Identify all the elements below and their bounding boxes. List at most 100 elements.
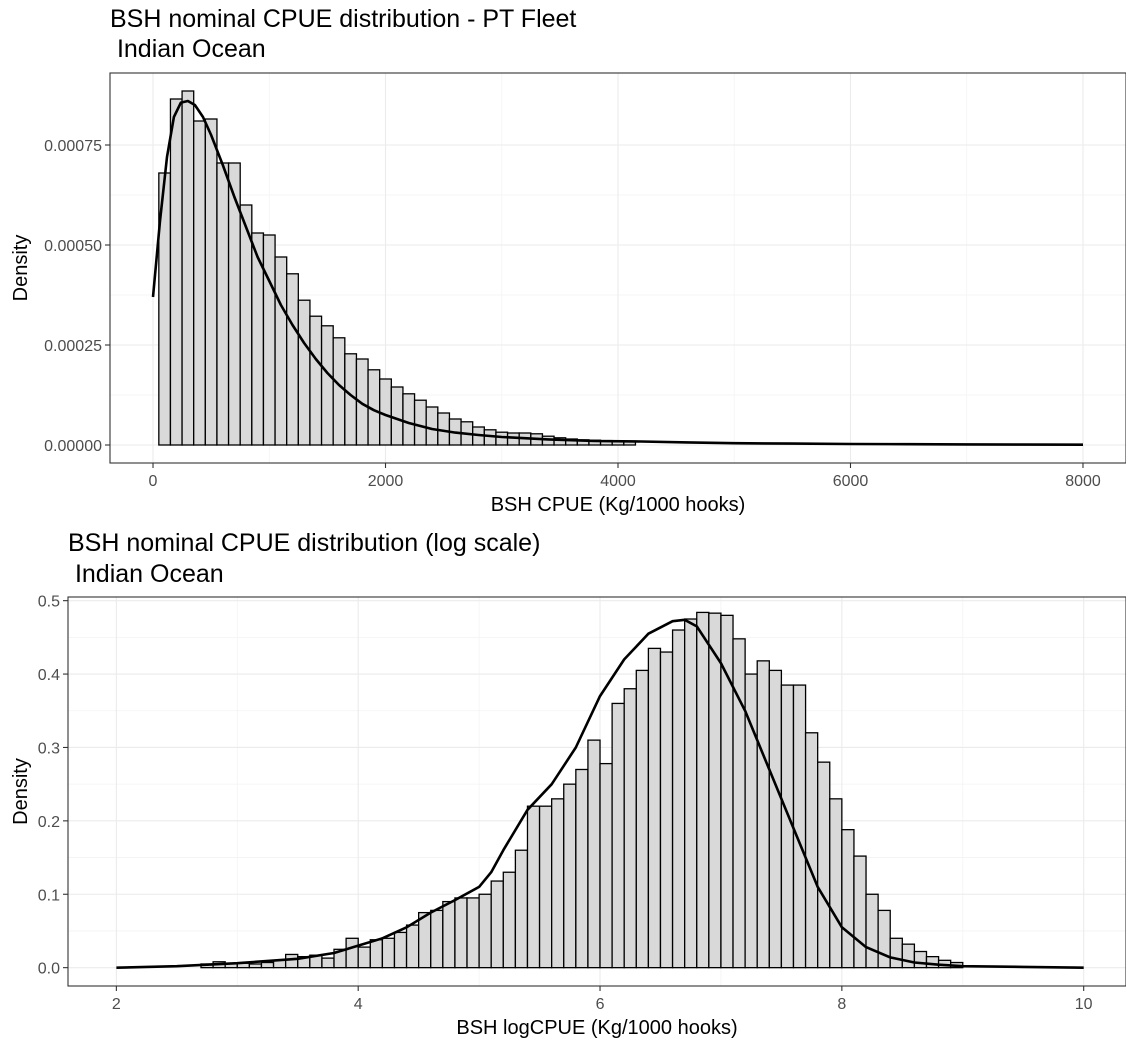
histogram-bar: [332, 337, 346, 446]
axis-ticks: 2 4 6 8 10 0.0 0.1 0.2 0.3 0.4 0.5: [38, 594, 1093, 1013]
histogram-bar: [575, 768, 589, 969]
chart-title: BSH nominal CPUE distribution (log scale…: [68, 529, 540, 557]
histogram-bar: [193, 120, 206, 446]
histogram-bar: [526, 805, 541, 969]
x-tick-label: 4000: [600, 473, 636, 490]
histogram-bar: [829, 798, 843, 969]
x-axis-title: BSH logCPUE (Kg/1000 hooks): [456, 1017, 737, 1039]
y-tick-label: 0.0: [38, 961, 60, 978]
x-tick-label: 6: [596, 996, 605, 1013]
histogram-bar: [204, 118, 218, 446]
histogram-bar: [635, 669, 650, 969]
histogram-bar: [405, 924, 420, 969]
histogram-bar: [768, 669, 783, 969]
histogram-bar: [841, 829, 855, 969]
histogram-bar: [514, 849, 529, 969]
histogram-bar: [551, 798, 565, 969]
histogram-bar: [587, 739, 601, 969]
panel-border: [67, 596, 1126, 987]
histogram-bar: [817, 761, 831, 969]
density-curve: [151, 99, 1084, 446]
histogram-bar: [490, 880, 504, 969]
histogram-bar: [756, 660, 770, 969]
histogram-bar: [286, 273, 299, 446]
x-tick-label: 8: [837, 996, 846, 1013]
histogram-bar: [262, 234, 276, 446]
histogram-bar: [381, 937, 396, 969]
y-tick-label: 0.5: [38, 594, 60, 611]
x-axis-title: BSH CPUE (Kg/1000 hooks): [491, 494, 746, 516]
histogram-bar: [804, 732, 819, 969]
x-tick-label: 0: [149, 473, 158, 490]
histogram-bar: [925, 955, 940, 969]
histogram-bar: [216, 162, 230, 446]
y-tick-label: 0.4: [38, 667, 60, 684]
histogram-bar: [274, 256, 288, 446]
histogram-bar: [442, 900, 456, 969]
y-axis-title: Density: [10, 235, 32, 302]
axis-ticks: 0 2000 4000 6000 8000 0.00000 0.00025 0.00050 0.…: [44, 138, 1101, 490]
y-tick-label: 0.3: [38, 740, 60, 757]
y-axis-title: Density: [10, 758, 32, 825]
histogram-bar: [369, 939, 384, 969]
histogram-bar: [538, 805, 553, 969]
x-tick-label: 8000: [1065, 473, 1101, 490]
chart-logcpue-histogram: BSH nominal CPUE distribution (log scale…: [10, 529, 1126, 1039]
histogram-bar: [169, 98, 183, 446]
histogram-bar: [357, 946, 371, 969]
y-tick-label: 0.00075: [44, 138, 102, 155]
histogram-bar: [402, 393, 416, 446]
histogram-bar: [659, 651, 674, 969]
histogram-bar: [321, 957, 335, 969]
histogram-bar: [425, 406, 439, 446]
x-tick-label: 6000: [833, 473, 869, 490]
histogram-bar: [320, 325, 334, 446]
histogram-bar: [454, 897, 468, 969]
histogram-bar: [297, 299, 311, 446]
histogram-bar: [393, 931, 408, 969]
histogram-bar: [284, 953, 299, 969]
histogram-bar: [647, 647, 662, 969]
histogram-bar: [309, 315, 323, 446]
chart-title: BSH nominal CPUE distribution - PT Fleet: [110, 5, 576, 33]
histogram-bar: [345, 937, 359, 969]
histogram-bar: [889, 937, 903, 969]
histogram-bar: [390, 386, 404, 446]
density-curve: [116, 618, 1084, 969]
x-tick-label: 4: [354, 996, 363, 1013]
histogram-bar: [623, 688, 637, 969]
histogram-bar: [563, 783, 577, 969]
histogram-bars: [158, 90, 637, 446]
histogram-bar: [413, 399, 427, 446]
histogram-bar: [853, 855, 867, 969]
histogram-bar: [671, 629, 686, 969]
histogram-bar: [696, 611, 710, 969]
histogram-bar: [260, 961, 275, 969]
y-tick-label: 0.00050: [44, 238, 102, 255]
histogram-bar: [181, 90, 195, 446]
chart-subtitle: Indian Ocean: [68, 560, 224, 588]
histogram-bar: [865, 893, 879, 969]
y-tick-label: 0.00000: [44, 438, 102, 455]
histogram-bar: [901, 943, 916, 969]
y-tick-label: 0.2: [38, 814, 60, 831]
histogram-bar: [913, 950, 928, 969]
y-tick-label: 0.00025: [44, 338, 102, 355]
y-tick-label: 0.1: [38, 887, 60, 904]
histogram-bar: [495, 431, 509, 446]
x-tick-label: 10: [1075, 996, 1093, 1013]
histogram-bars: [200, 611, 964, 969]
histogram-bar: [792, 684, 807, 969]
histogram-bar: [684, 618, 698, 969]
histogram-bar: [599, 762, 613, 969]
histogram-bar: [708, 612, 722, 969]
x-tick-label: 2000: [368, 473, 404, 490]
histogram-bar: [478, 893, 492, 969]
histogram-bar: [611, 702, 625, 969]
x-tick-label: 2: [112, 996, 121, 1013]
chart-subtitle: Indian Ocean: [110, 35, 266, 63]
histogram-bar: [502, 871, 517, 969]
histogram-bar: [418, 911, 432, 969]
histogram-bar: [466, 897, 480, 969]
